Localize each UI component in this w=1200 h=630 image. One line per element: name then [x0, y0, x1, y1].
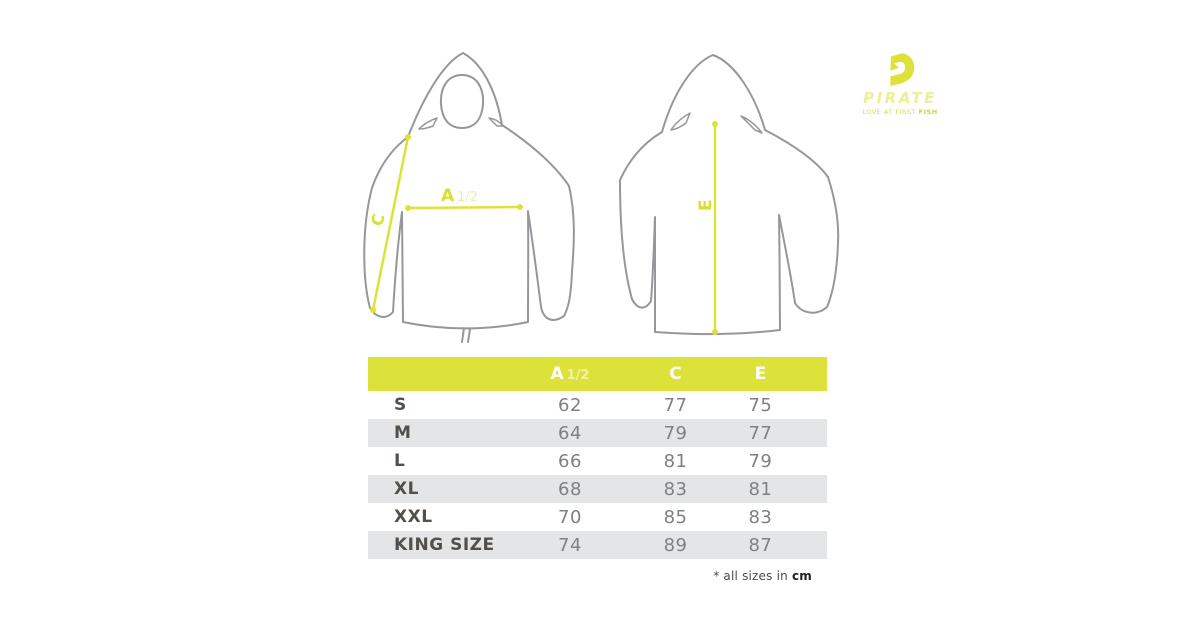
- c-cell: 81: [663, 450, 688, 472]
- table-row-l: L 66 81 79: [368, 447, 827, 475]
- shoulder-seam-right: [740, 115, 763, 134]
- brand-logo: PIRATE LOVE AT FIRST FISH: [850, 52, 950, 116]
- a-half-cell: 62: [558, 394, 582, 416]
- collar-notch-right: [488, 117, 504, 127]
- a-half-cell: 64: [558, 422, 582, 444]
- logo-tagline-bold: FISH: [918, 108, 938, 116]
- header-c-col: C: [669, 364, 682, 384]
- measure-dot: [370, 307, 376, 313]
- size-cell: L: [394, 451, 406, 471]
- measure-dot: [517, 204, 523, 210]
- size-cell: XXL: [394, 507, 433, 527]
- footnote-text: * all sizes in: [713, 569, 792, 583]
- logo-tagline: LOVE AT FIRST FISH: [850, 108, 950, 116]
- c-cell: 77: [663, 394, 688, 416]
- header-a-fraction: 1/2: [566, 368, 590, 383]
- drawstrings: [461, 327, 471, 343]
- c-cell: 79: [663, 422, 688, 444]
- logo-product-name: PIRATE: [863, 89, 937, 107]
- measure-a-fraction-label: 1/2: [457, 190, 478, 205]
- e-cell: 75: [748, 394, 773, 416]
- measure-dot: [712, 121, 718, 127]
- table-row-m: M 64 79 77: [368, 419, 827, 447]
- header-a-half-col: A 1/2: [501, 364, 639, 384]
- measure-dot: [405, 134, 411, 140]
- measure-line-c: [371, 136, 410, 311]
- c-cell: 85: [663, 506, 688, 528]
- delphin-d-arrow-icon: [890, 53, 915, 86]
- hoodie-back-diagram: E: [619, 54, 840, 336]
- a-half-cell: 70: [558, 506, 582, 528]
- measure-e-label: E: [696, 199, 716, 211]
- a-half-cell: 68: [558, 478, 582, 500]
- measure-a-label: A: [441, 186, 455, 206]
- hoodie-front-outline: [363, 52, 575, 330]
- e-cell: 87: [748, 534, 773, 556]
- size-table: A 1/2 C E S 62 77 75 M 64 79 77 L 66 81 7…: [368, 357, 827, 559]
- table-row-xl: XL 68 83 81: [368, 475, 827, 503]
- a-half-cell: 66: [558, 450, 582, 472]
- table-row-s: S 62 77 75: [368, 391, 827, 419]
- hoodie-front-diagram: A 1/2 C: [363, 52, 575, 343]
- size-cell: KING SIZE: [394, 535, 495, 555]
- table-row-king-size: KING SIZE 74 89 87: [368, 531, 827, 559]
- e-cell: 81: [748, 478, 773, 500]
- hood-face-opening: [439, 74, 485, 129]
- logo-tagline-text: LOVE AT FIRST: [862, 108, 919, 116]
- e-cell: 77: [748, 422, 773, 444]
- a-half-cell: 74: [558, 534, 582, 556]
- measure-c-label: C: [367, 212, 388, 227]
- e-cell: 83: [748, 506, 773, 528]
- table-row-xxl: XXL 70 85 83: [368, 503, 827, 531]
- header-e-col: E: [754, 364, 767, 384]
- size-cell: S: [394, 395, 407, 415]
- size-cell: M: [394, 423, 412, 443]
- size-cell: XL: [394, 479, 419, 499]
- units-footnote: * all sizes in cm: [368, 569, 812, 583]
- measure-dot: [712, 329, 718, 335]
- measure-line-a-half: [407, 205, 521, 210]
- c-cell: 89: [663, 534, 688, 556]
- measurement-overlay-front: A 1/2 C: [367, 134, 523, 313]
- measurement-overlay-back: E: [696, 121, 718, 335]
- c-cell: 83: [663, 478, 688, 500]
- footnote-unit: cm: [791, 569, 812, 583]
- collar-notch-left: [418, 117, 438, 130]
- shoulder-seam-left: [670, 112, 691, 131]
- measure-dot: [405, 205, 411, 211]
- size-table-header: A 1/2 C E: [368, 357, 827, 391]
- header-a-label: A: [550, 364, 564, 384]
- e-cell: 79: [748, 450, 773, 472]
- hoodie-back-outline: [619, 54, 840, 336]
